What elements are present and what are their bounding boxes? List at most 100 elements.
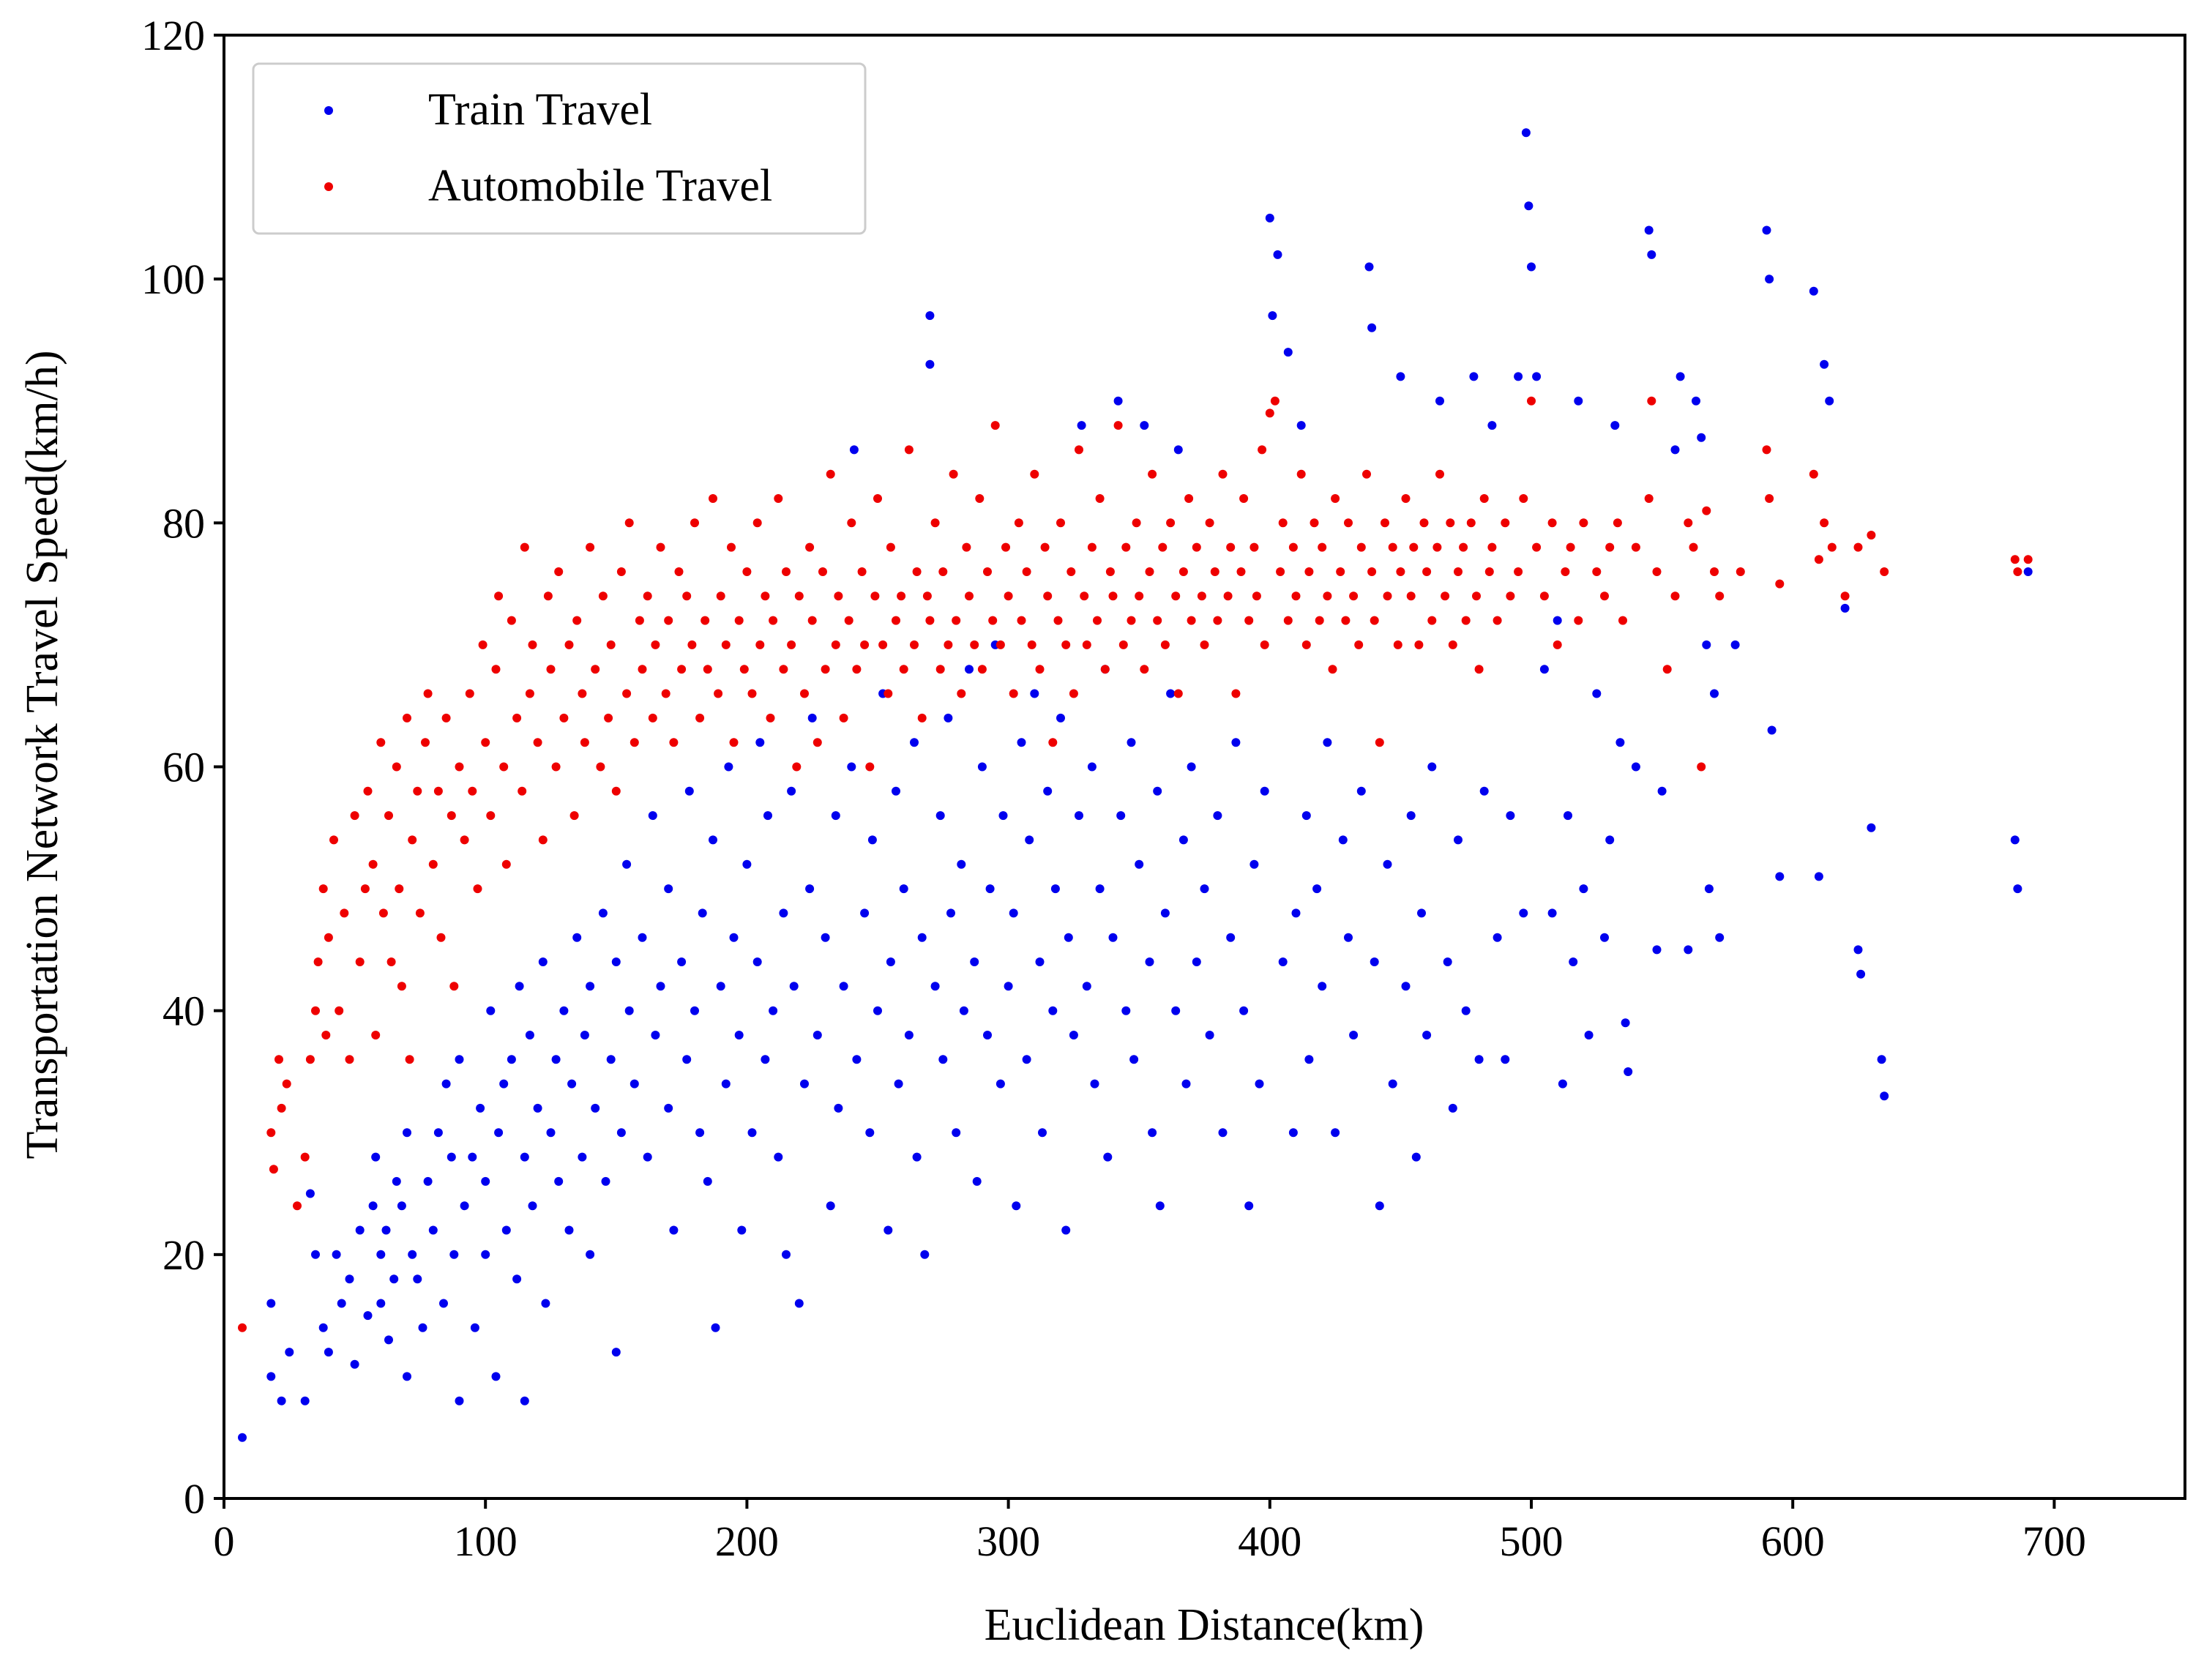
point-series0-80: [630, 1079, 639, 1089]
point-series1-161: [965, 591, 974, 601]
point-series1-319: [1820, 518, 1829, 528]
point-series1-59: [520, 542, 529, 552]
point-series1-120: [787, 640, 796, 649]
point-series0-16: [368, 1201, 378, 1211]
point-series0-69: [586, 1250, 595, 1259]
point-series1-63: [538, 835, 548, 845]
point-series0-105: [747, 1128, 757, 1138]
point-series1-21: [363, 786, 373, 796]
point-series1-290: [1547, 518, 1557, 528]
point-series1-140: [873, 494, 882, 503]
point-series0-228: [1312, 884, 1322, 894]
point-series1-0: [238, 1323, 247, 1332]
point-series0-261: [1514, 372, 1523, 381]
point-series1-272: [1448, 640, 1457, 649]
point-series1-105: [721, 640, 731, 649]
point-series1-57: [512, 713, 522, 723]
point-series1-251: [1356, 542, 1366, 552]
point-series0-167: [1022, 1055, 1031, 1064]
point-series1-321: [1840, 591, 1850, 601]
point-series1-307: [1684, 518, 1693, 528]
point-series0-46: [491, 1372, 501, 1381]
point-series0-75: [611, 1348, 621, 1357]
point-series0-263: [1521, 128, 1531, 138]
point-series1-15: [335, 1006, 344, 1015]
point-series1-181: [1053, 616, 1063, 625]
point-series0-59: [541, 1299, 550, 1308]
point-series1-169: [1001, 542, 1010, 552]
point-series1-292: [1561, 567, 1570, 576]
point-series1-212: [1187, 616, 1196, 625]
point-series0-298: [1762, 225, 1771, 235]
point-series1-230: [1265, 408, 1274, 418]
point-series0-303: [1814, 872, 1823, 881]
point-series0-154: [965, 665, 974, 674]
point-series1-94: [674, 567, 684, 576]
point-series1-122: [794, 591, 804, 601]
point-series1-312: [1715, 591, 1725, 601]
point-series0-181: [1082, 982, 1091, 991]
point-series0-197: [1153, 786, 1162, 796]
point-series1-209: [1173, 689, 1183, 698]
point-series1-69: [564, 640, 574, 649]
point-series0-155: [970, 957, 979, 966]
point-series1-141: [878, 640, 888, 649]
point-series1-175: [1027, 640, 1036, 649]
point-series0-215: [1249, 859, 1259, 869]
point-series0-53: [520, 1396, 529, 1405]
point-series1-173: [1017, 616, 1026, 625]
point-series0-194: [1140, 421, 1149, 430]
point-series0-281: [1621, 1018, 1630, 1028]
point-series0-235: [1356, 786, 1366, 796]
point-series1-179: [1043, 591, 1053, 601]
point-series0-177: [1064, 933, 1073, 942]
point-series0-286: [1652, 945, 1662, 955]
point-series0-12: [345, 1274, 354, 1284]
legend-box: [252, 62, 867, 235]
point-series1-38: [428, 859, 438, 869]
point-series1-82: [622, 689, 632, 698]
x-tick-label: 600: [1761, 1517, 1825, 1565]
point-series0-192: [1129, 1055, 1139, 1064]
point-series0-250: [1443, 957, 1452, 966]
point-series1-72: [578, 689, 587, 698]
point-series0-309: [1867, 823, 1876, 832]
legend-label-train: Train Travel: [428, 85, 652, 135]
point-series1-245: [1331, 494, 1340, 503]
point-series0-107: [755, 738, 765, 747]
point-series1-309: [1697, 762, 1706, 772]
point-series1-76: [596, 762, 605, 772]
legend: Train Travel Automobile Travel: [252, 62, 867, 235]
point-series1-256: [1381, 518, 1389, 528]
point-series0-203: [1178, 835, 1188, 845]
point-series1-294: [1574, 616, 1583, 625]
point-series1-84: [630, 738, 639, 747]
point-series1-101: [703, 665, 712, 674]
point-series1-118: [779, 665, 788, 674]
point-series1-53: [494, 591, 504, 601]
point-series0-113: [782, 1250, 791, 1259]
point-series0-204: [1181, 1079, 1191, 1089]
point-series1-35: [415, 908, 425, 918]
point-series1-267: [1427, 616, 1437, 625]
point-series0-242: [1396, 372, 1405, 381]
point-series1-176: [1030, 469, 1039, 479]
point-series1-283: [1501, 518, 1510, 528]
point-series1-327: [2023, 555, 2033, 564]
point-series1-89: [651, 640, 660, 649]
point-series1-260: [1396, 567, 1405, 576]
point-series1-301: [1631, 542, 1640, 552]
point-series0-118: [805, 884, 815, 894]
point-series1-182: [1056, 518, 1065, 528]
point-series0-122: [826, 1201, 835, 1211]
point-series0-126: [847, 762, 856, 772]
point-series0-93: [695, 1128, 705, 1138]
point-series0-285: [1647, 250, 1656, 259]
point-series1-194: [1108, 591, 1118, 601]
point-series1-31: [403, 713, 411, 723]
point-series0-221: [1278, 957, 1288, 966]
point-series1-107: [729, 738, 739, 747]
point-series0-104: [742, 859, 752, 869]
point-series0-187: [1108, 933, 1118, 942]
